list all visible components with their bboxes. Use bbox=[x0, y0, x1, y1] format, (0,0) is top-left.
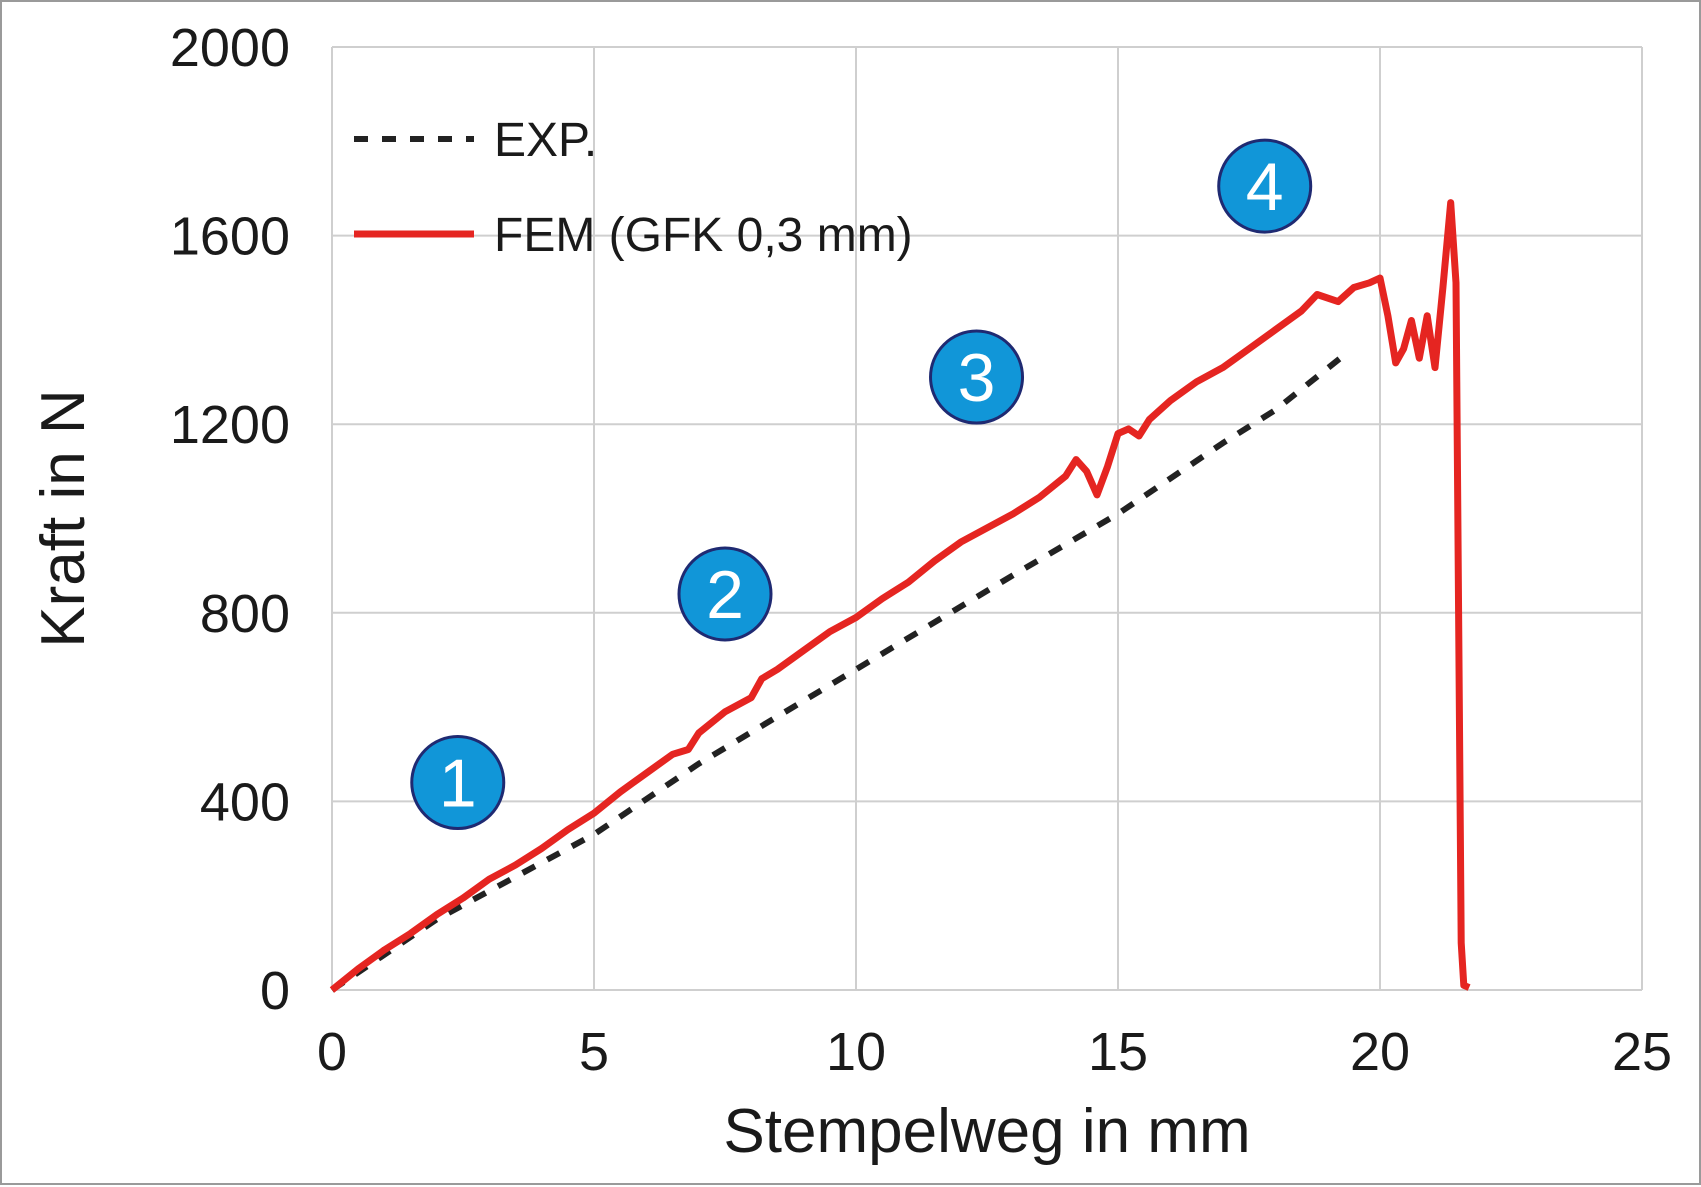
marker-3: 3 bbox=[929, 329, 1025, 425]
marker-circle-4 bbox=[1217, 138, 1313, 234]
y-tick-label-5: 2000 bbox=[170, 18, 290, 78]
y-tick-label-3: 1200 bbox=[170, 395, 290, 455]
y-axis-title: Kraft in N bbox=[29, 389, 98, 647]
grid-layer bbox=[331, 46, 1643, 991]
marker-1: 1 bbox=[410, 735, 506, 831]
x-tick-label-5: 25 bbox=[1612, 1022, 1672, 1082]
y-tick-label-4: 1600 bbox=[170, 207, 290, 267]
marker-label-4: 4 bbox=[1246, 149, 1284, 225]
marker-label-1: 1 bbox=[439, 746, 477, 822]
y-tick-label-2: 800 bbox=[200, 584, 290, 644]
legend-label-0: EXP. bbox=[494, 114, 597, 167]
series-line-0 bbox=[330, 353, 1346, 993]
marker-4: 4 bbox=[1217, 138, 1313, 234]
marker-label-2: 2 bbox=[706, 557, 744, 633]
marker-circle-2 bbox=[677, 546, 773, 642]
legend-layer: EXP. FEM (GFK 0,3 mm) bbox=[354, 114, 913, 262]
marker-label-3: 3 bbox=[958, 340, 996, 416]
marker-circle-3 bbox=[929, 329, 1025, 425]
marker-2: 2 bbox=[677, 546, 773, 642]
marker-circle-1 bbox=[410, 735, 506, 831]
y-tick-label-0: 0 bbox=[260, 961, 290, 1021]
x-tick-label-0: 0 bbox=[317, 1022, 347, 1082]
y-tick-label-1: 400 bbox=[200, 772, 290, 832]
x-tick-label-3: 15 bbox=[1088, 1022, 1148, 1082]
legend-entry-0: EXP. bbox=[354, 114, 597, 167]
marker-layer: 1 2 3 4 bbox=[410, 138, 1313, 831]
x-tick-label-1: 5 bbox=[579, 1022, 609, 1082]
x-tick-label-4: 20 bbox=[1350, 1022, 1410, 1082]
x-tick-label-2: 10 bbox=[826, 1022, 886, 1082]
axis-layer: 0 5 10 15 20 25 0 400 800 1200 1600 2000 bbox=[170, 18, 1672, 1082]
legend-label-1: FEM (GFK 0,3 mm) bbox=[494, 209, 913, 262]
series-layer bbox=[329, 199, 1471, 993]
series-line-1 bbox=[329, 199, 1471, 993]
legend-entry-1: FEM (GFK 0,3 mm) bbox=[354, 209, 913, 262]
x-axis-title: Stempelweg in mm bbox=[723, 1097, 1250, 1166]
